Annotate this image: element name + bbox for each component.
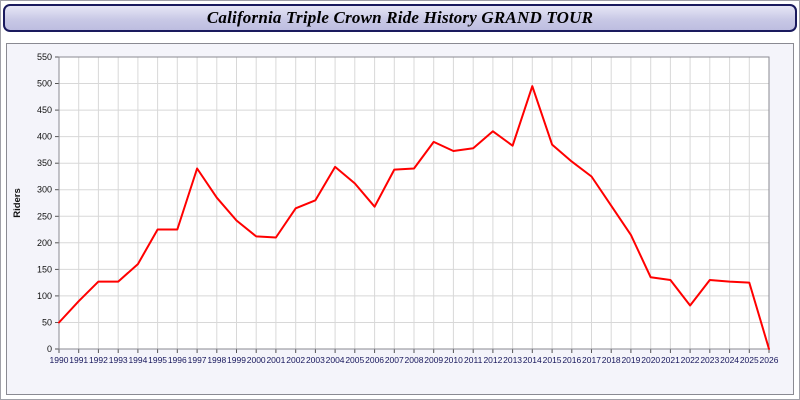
y-tick-label: 350 xyxy=(37,158,52,168)
x-tick-label: 2008 xyxy=(405,355,424,365)
y-tick-label: 400 xyxy=(37,132,52,142)
y-tick-label: 550 xyxy=(37,52,52,62)
x-tick-label: 2003 xyxy=(306,355,325,365)
x-tick-label: 2016 xyxy=(562,355,581,365)
x-tick-label: 2000 xyxy=(247,355,266,365)
y-tick-label: 450 xyxy=(37,105,52,115)
x-tick-label: 1995 xyxy=(148,355,167,365)
x-tick-label: 2010 xyxy=(444,355,463,365)
x-tick-label: 2002 xyxy=(286,355,305,365)
x-tick-label: 2004 xyxy=(326,355,345,365)
x-tick-label: 2019 xyxy=(621,355,640,365)
x-tick-label: 1996 xyxy=(168,355,187,365)
y-axis-title: Riders xyxy=(12,188,23,218)
x-tick-label: 1997 xyxy=(188,355,207,365)
x-tick-label: 2017 xyxy=(582,355,601,365)
x-tick-label: 1999 xyxy=(227,355,246,365)
x-tick-label: 2013 xyxy=(503,355,522,365)
x-tick-label: 2026 xyxy=(760,355,779,365)
riders-line xyxy=(58,85,770,350)
x-tick-label: 1990 xyxy=(50,355,69,365)
x-tick-label: 1992 xyxy=(89,355,108,365)
x-tick-label: 2007 xyxy=(385,355,404,365)
x-tick-label: 1994 xyxy=(128,355,147,365)
y-tick-label: 300 xyxy=(37,185,52,195)
x-tick-label: 1991 xyxy=(69,355,88,365)
chart-container: 0 50 100 150 200 250 300 350 400 450 500 550 1990 199… xyxy=(6,43,794,395)
y-tick-label: 50 xyxy=(42,318,52,328)
y-tick-label: 150 xyxy=(37,264,52,274)
line-chart: 0 50 100 150 200 250 300 350 400 450 500 550 1990 199… xyxy=(7,45,791,397)
chart-title: California Triple Crown Ride History GRA… xyxy=(206,8,594,27)
x-tick-label: 1998 xyxy=(207,355,226,365)
x-tick-label: 2020 xyxy=(641,355,660,365)
y-tick-label: 500 xyxy=(37,79,52,89)
x-tick-label: 2025 xyxy=(740,355,759,365)
x-tick-label: 2001 xyxy=(266,355,285,365)
x-tick-label: 2015 xyxy=(543,355,562,365)
x-tick-label: 2009 xyxy=(424,355,443,365)
y-tick-label: 250 xyxy=(37,211,52,221)
x-tick-label: 2022 xyxy=(681,355,700,365)
x-tick-label: 1993 xyxy=(109,355,128,365)
x-tick-label: 2023 xyxy=(700,355,719,365)
x-tick-label: 2005 xyxy=(345,355,364,365)
y-tick-label: 0 xyxy=(47,344,52,354)
x-tick-label: 2024 xyxy=(720,355,739,365)
x-tick-label: 2014 xyxy=(523,355,542,365)
x-tick-label: 2012 xyxy=(483,355,502,365)
x-tick-label: 2006 xyxy=(365,355,384,365)
chart-title-bar: California Triple Crown Ride History GRA… xyxy=(3,4,797,32)
y-tick-label: 200 xyxy=(37,238,52,248)
x-tick-label: 2018 xyxy=(602,355,621,365)
x-tick-label: 2011 xyxy=(464,355,483,365)
x-tick-label: 2021 xyxy=(661,355,680,365)
y-tick-label: 100 xyxy=(37,291,52,301)
